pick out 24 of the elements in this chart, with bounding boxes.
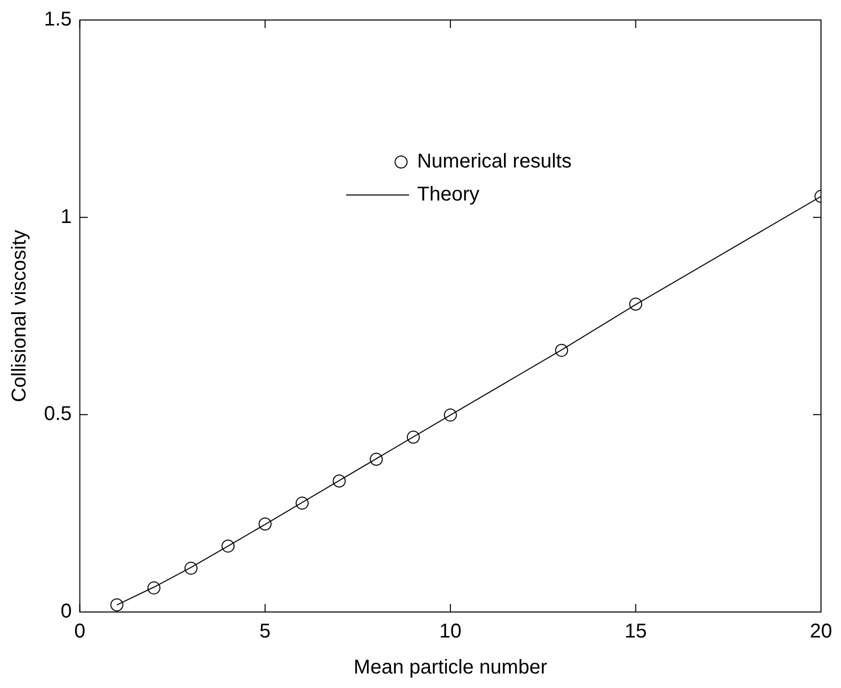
- point: [184, 562, 198, 575]
- y-axis-title: Collisional viscosity: [8, 230, 31, 402]
- x-axis-title: Mean particle number: [354, 656, 548, 679]
- y-tick-label: 1.5: [44, 8, 72, 31]
- x-tick-label: 15: [624, 620, 647, 643]
- point: [222, 540, 235, 553]
- x-tick-label: 5: [260, 620, 271, 643]
- y-tick-label: 0: [60, 600, 72, 623]
- point: [332, 474, 346, 488]
- point: [258, 517, 272, 530]
- point: [444, 408, 457, 422]
- point: [370, 452, 383, 466]
- y-tick-label: 0.5: [44, 403, 72, 426]
- point: [406, 430, 420, 444]
- point: [296, 496, 309, 510]
- y-tick-label: 1: [60, 206, 72, 228]
- legend-label: Numerical results: [417, 150, 572, 173]
- point: [147, 581, 160, 594]
- legend-label: Theory: [417, 184, 480, 206]
- point: [555, 344, 568, 357]
- x-tick-label: 10: [439, 620, 462, 643]
- x-tick-label: 20: [810, 620, 832, 643]
- point: [110, 598, 124, 612]
- point: [629, 298, 642, 311]
